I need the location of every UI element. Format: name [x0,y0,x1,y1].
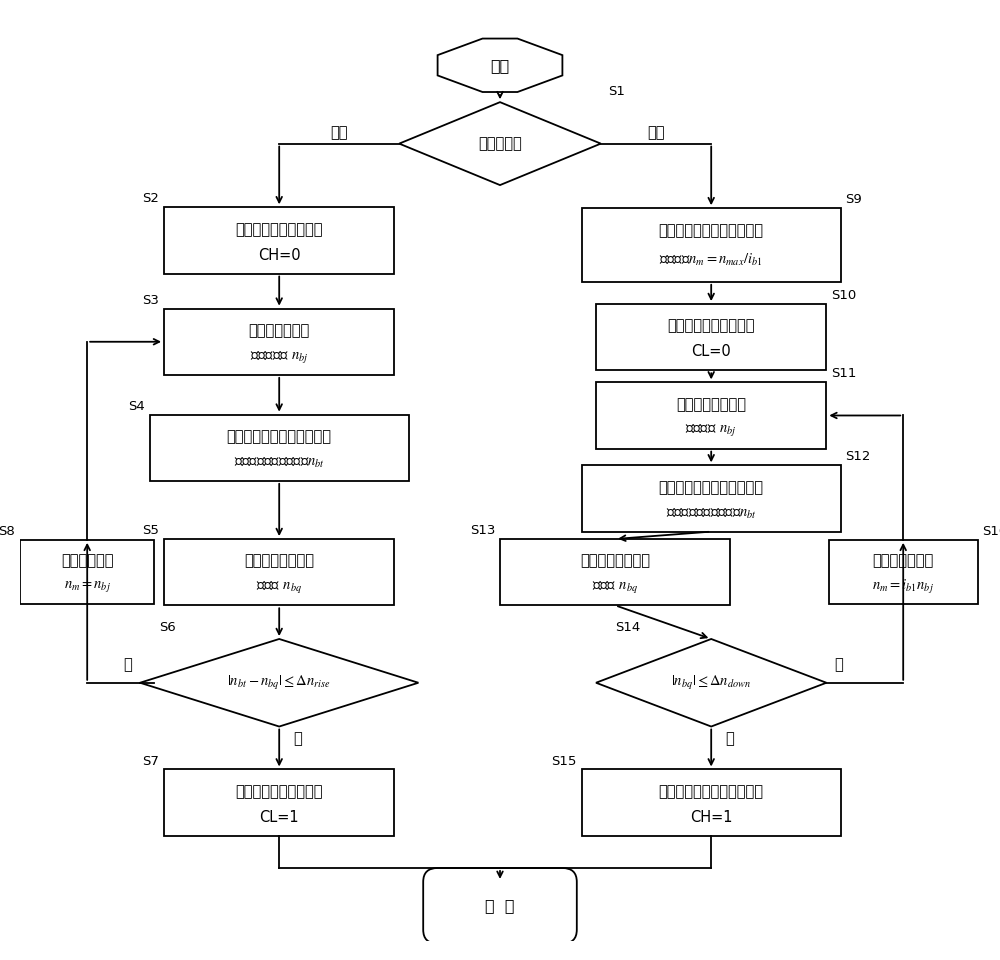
Text: 调节电机转速: 调节电机转速 [61,554,113,568]
Text: 行星架转速 $\mathit{n}_{bj}$: 行星架转速 $\mathit{n}_{bj}$ [250,348,309,365]
Text: 获取电机的转速，分别换算: 获取电机的转速，分别换算 [227,429,332,444]
Text: 变速机构制动器分离：: 变速机构制动器分离： [235,222,323,237]
Text: S4: S4 [128,399,145,413]
Polygon shape [140,639,418,727]
Bar [596,382,826,448]
Text: 获取电机的转速，分别换算: 获取电机的转速，分别换算 [659,480,764,494]
Text: S10: S10 [831,289,856,302]
Text: 降挡: 降挡 [647,125,665,140]
Bar [150,415,409,481]
Text: 结  束: 结 束 [485,899,515,913]
Text: $n_m = n_{bj}$: $n_m = n_{bj}$ [64,580,111,594]
Bar [164,769,394,836]
Text: 是: 是 [294,732,302,746]
Text: S2: S2 [142,192,159,205]
Text: CL=1: CL=1 [259,810,299,825]
Text: 变速机构离合器接合：: 变速机构离合器接合： [235,784,323,799]
Text: 的转速 $n_{bq}$: 的转速 $n_{bq}$ [592,579,638,595]
Text: 计算变速机构齿圈: 计算变速机构齿圈 [580,554,650,568]
Text: S7: S7 [142,755,159,768]
Text: CL=0: CL=0 [691,345,731,359]
Text: S9: S9 [846,193,862,206]
Bar [164,207,394,274]
Text: 调节电机转速：: 调节电机转速： [873,554,934,568]
Text: 否: 否 [124,657,132,672]
Text: S12: S12 [846,450,871,464]
Text: $|n_{bq}| \leq \Delta n_{down}$: $|n_{bq}| \leq \Delta n_{down}$ [671,674,751,692]
Text: 两侧变速机构制动器接合：: 两侧变速机构制动器接合： [659,784,764,799]
FancyBboxPatch shape [423,868,577,944]
Polygon shape [399,102,601,185]
Text: 星架转速 $\mathit{n}_{bj}$: 星架转速 $\mathit{n}_{bj}$ [685,422,737,438]
Bar [596,304,826,371]
Text: 否: 否 [834,657,843,672]
Text: 成变速机构太阳轮转速$n_{bt}$: 成变速机构太阳轮转速$n_{bt}$ [666,506,757,520]
Text: S3: S3 [142,294,159,307]
Text: $|n_{bt}-n_{bq}| \leq \Delta n_{rise}$: $|n_{bt}-n_{bq}| \leq \Delta n_{rise}$ [227,674,331,692]
Polygon shape [438,38,562,92]
Bar [582,466,841,532]
Text: $n_m = i_{b1}n_{bj}$: $n_m = i_{b1}n_{bj}$ [872,578,934,596]
Text: 是: 是 [726,732,734,746]
Text: S1: S1 [608,84,625,98]
Bar [582,208,841,282]
Text: 成变速机构太阳轮转速$n_{bt}$: 成变速机构太阳轮转速$n_{bt}$ [234,455,325,470]
Bar [829,540,978,605]
Text: 调节电机转速，将车速降至: 调节电机转速，将车速降至 [659,223,764,238]
Text: CH=1: CH=1 [690,810,732,825]
Text: 升挡或降挡: 升挡或降挡 [478,136,522,151]
Bar [500,539,730,606]
Bar [582,769,841,836]
Bar [164,308,394,375]
Text: S11: S11 [831,368,857,380]
Text: S16: S16 [982,525,1000,538]
Text: 开始: 开始 [490,58,510,73]
Text: S5: S5 [142,524,159,538]
Polygon shape [596,639,826,727]
Text: 获取变速机构的: 获取变速机构的 [249,324,310,338]
Text: 变速机构离合器分离：: 变速机构离合器分离： [667,319,755,333]
Bar [20,540,154,605]
Text: 计算变速机构齿圈: 计算变速机构齿圈 [244,554,314,568]
Text: 的转速 $n_{bq}$: 的转速 $n_{bq}$ [256,579,302,595]
Text: S13: S13 [470,524,495,538]
Text: CH=0: CH=0 [258,248,301,263]
Text: S6: S6 [159,621,176,635]
Text: S14: S14 [615,621,640,635]
Bar [164,539,394,606]
Text: 升挡: 升挡 [330,125,348,140]
Text: 换档点：$n_m = n_{max}/i_{b1}$: 换档点：$n_m = n_{max}/i_{b1}$ [659,252,763,268]
Text: S15: S15 [551,755,577,768]
Text: S8: S8 [0,525,15,538]
Text: 获取变速机构的行: 获取变速机构的行 [676,396,746,412]
